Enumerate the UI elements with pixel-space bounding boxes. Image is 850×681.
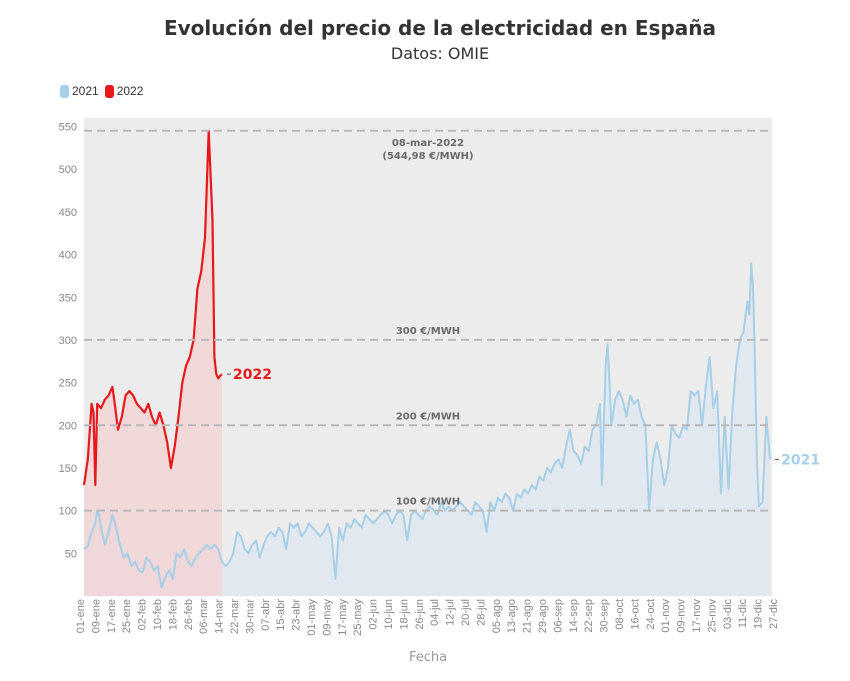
y-tick-label-350: 350 (59, 292, 77, 304)
reference-label-300: 300 €/MWH (396, 326, 460, 337)
x-tick-label-30-mar: 30-mar (244, 599, 256, 634)
legend-item-2021[interactable]: 2021 (60, 84, 99, 98)
legend-label-2022: 2022 (116, 84, 144, 98)
x-tick-label-21-ago: 21-ago (522, 599, 534, 633)
x-tick-label-26-jun: 26-jun (414, 599, 426, 630)
x-tick-label-22-sep: 22-sep (583, 599, 595, 633)
x-tick-label-14-sep: 14-sep (568, 599, 580, 633)
series-area-2021 (84, 263, 771, 596)
x-tick-label-06-mar: 06-mar (198, 599, 210, 634)
reference-label-200: 200 €/MWH (396, 411, 460, 422)
x-tick-label-08-oct: 08-oct (614, 599, 626, 630)
x-tick-label-01-ene: 01-ene (75, 599, 87, 633)
x-tick-label-02-feb: 02-feb (137, 599, 149, 630)
reference-sublabel-545: (544,98 €/MWH) (382, 151, 473, 162)
chart-title: Evolución del precio de la electricidad … (163, 16, 716, 40)
x-tick-label-01-may: 01-may (306, 599, 318, 636)
series-end-label-2022: 2022 (233, 367, 272, 383)
x-tick-label-18-jun: 18-jun (398, 599, 410, 630)
x-tick-label-13-ago: 13-ago (506, 599, 518, 633)
series-line-2021 (83, 262, 772, 589)
x-tick-label-25-ene: 25-ene (121, 599, 133, 633)
x-tick-label-09-ene: 09-ene (90, 599, 102, 633)
y-tick-label-550: 550 (59, 122, 77, 134)
x-axis-title: Fecha (409, 650, 447, 665)
x-tick-label-11-dic: 11-dic (737, 599, 749, 629)
x-tick-label-15-abr: 15-abr (275, 599, 287, 631)
x-tick-label-23-abr: 23-abr (291, 599, 303, 631)
x-tick-label-17-may: 17-may (337, 599, 349, 636)
x-tick-label-10-jun: 10-jun (383, 599, 395, 630)
x-tick-label-19-dic: 19-dic (753, 599, 765, 629)
x-tick-label-25-may: 25-may (352, 599, 364, 636)
x-tick-label-06-sep: 06-sep (552, 599, 564, 633)
x-tick-label-22-mar: 22-mar (229, 599, 241, 634)
x-tick-label-26-feb: 26-feb (183, 599, 195, 630)
x-tick-label-14-mar: 14-mar (214, 599, 226, 634)
x-tick-label-17-nov: 17-nov (691, 599, 703, 633)
y-tick-label-300: 300 (59, 335, 77, 347)
chart-subtitle: Datos: OMIE (390, 44, 490, 63)
x-tick-label-25-nov: 25-nov (706, 599, 718, 633)
reference-label-100: 100 €/MWH (396, 497, 460, 508)
x-tick-label-17-ene: 17-ene (106, 599, 118, 633)
y-tick-label-50: 50 (65, 548, 77, 560)
reference-label-545: 08-mar-2022 (392, 138, 464, 149)
x-tick-label-16-oct: 16-oct (629, 599, 641, 630)
y-tick-label-450: 450 (59, 207, 77, 219)
x-tick-label-27-dic: 27-dic (768, 599, 780, 629)
x-tick-label-10-feb: 10-feb (152, 599, 164, 630)
x-tick-label-29-ago: 29-ago (537, 599, 549, 633)
x-tick-label-09-nov: 09-nov (676, 599, 688, 633)
x-tick-label-12-jul: 12-jul (445, 599, 457, 626)
x-tick-label-09-may: 09-may (321, 599, 333, 636)
x-tick-label-30-sep: 30-sep (599, 599, 611, 633)
y-tick-label-150: 150 (59, 463, 77, 475)
series-line-2022 (82, 129, 223, 487)
x-tick-label-20-jul: 20-jul (460, 599, 472, 626)
legend: 2021 2022 (60, 84, 149, 98)
x-tick-label-02-jun: 02-jun (368, 599, 380, 630)
x-tick-label-28-jul: 28-jul (475, 599, 487, 626)
x-tick-label-04-jul: 04-jul (429, 599, 441, 626)
series-end-label-2021: 2021 (781, 452, 820, 468)
y-tick-label-200: 200 (59, 420, 77, 432)
x-tick-label-18-feb: 18-feb (167, 599, 179, 630)
legend-label-2021: 2021 (72, 84, 99, 98)
x-tick-label-01-nov: 01-nov (660, 599, 672, 633)
y-tick-label-500: 500 (59, 164, 77, 176)
legend-swatch-2022 (104, 84, 114, 98)
x-tick-label-03-dic: 03-dic (722, 599, 734, 629)
x-tick-label-24-oct: 24-oct (645, 599, 657, 630)
x-tick-label-07-abr: 07-abr (260, 599, 272, 631)
y-tick-label-400: 400 (59, 250, 77, 262)
legend-swatch-2021 (60, 84, 69, 98)
y-tick-label-100: 100 (59, 506, 77, 518)
series-area-2022 (84, 130, 222, 597)
y-tick-label-250: 250 (59, 378, 77, 390)
x-tick-label-05-ago: 05-ago (491, 599, 503, 633)
legend-item-2022[interactable]: 2022 (104, 84, 144, 98)
